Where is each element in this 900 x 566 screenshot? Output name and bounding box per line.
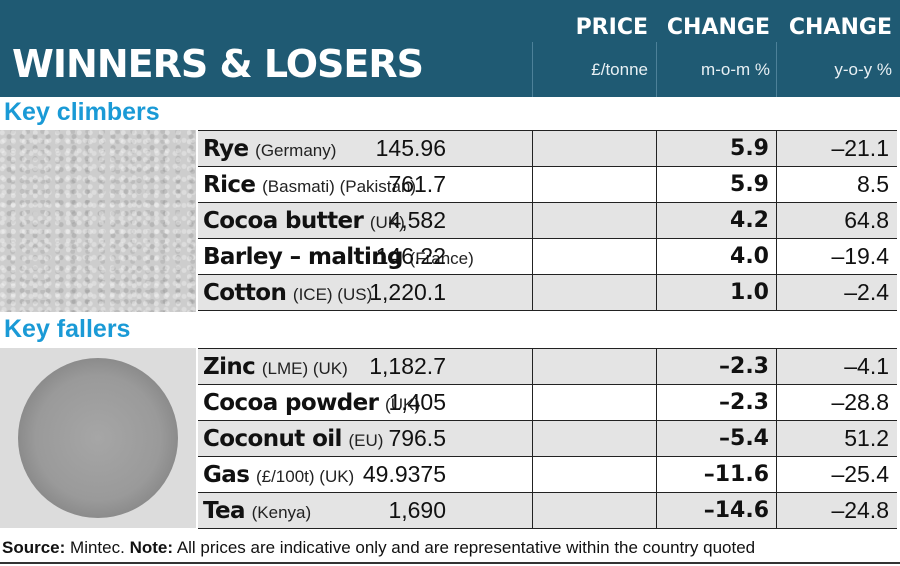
column-unit: y-o-y % <box>834 60 892 79</box>
source-text: Mintec. <box>70 538 125 557</box>
column-title: PRICE <box>575 15 648 40</box>
price-value: 146.22 <box>375 243 446 269</box>
commodity-name: Cocoa powder (UK) <box>203 390 420 416</box>
commodity-name: Cotton (ICE) (US) <box>203 280 373 306</box>
note-text: All prices are indicative only and are r… <box>176 538 756 557</box>
table-header: WINNERS & LOSERS PRICE £/tonne CHANGE m-… <box>0 0 900 97</box>
note-label: Note: <box>129 538 174 557</box>
yoy-change-value: –2.4 <box>844 279 889 305</box>
column-unit: £/tonne <box>591 60 648 79</box>
commodity-name: Gas (£/100t) (UK) <box>203 462 355 488</box>
price-value: 145.96 <box>375 135 446 161</box>
bottom-rule <box>0 562 900 564</box>
yoy-change-value: –25.4 <box>831 461 889 487</box>
yoy-change-value: –4.1 <box>844 353 889 379</box>
price-value: 1,690 <box>388 497 446 523</box>
column-title: CHANGE <box>788 15 892 40</box>
price-value: 1,182.7 <box>369 353 446 379</box>
column-title: CHANGE <box>666 15 770 40</box>
commodity-name: Rye (Germany) <box>203 136 337 162</box>
yoy-change-value: 64.8 <box>844 207 889 233</box>
yoy-change-value: 8.5 <box>857 171 889 197</box>
table-row: Coconut oil (EU) 796.5 –5.4 51.2 <box>198 420 897 457</box>
commodity-name: Barley – malting (France) <box>203 244 474 270</box>
price-value: 796.5 <box>388 425 446 451</box>
mom-change-value: 5.9 <box>730 136 769 161</box>
table-row: Rye (Germany) 145.96 5.9 –21.1 <box>198 130 897 167</box>
mom-change-value: 1.0 <box>730 280 769 305</box>
mom-change-value: –2.3 <box>719 354 769 379</box>
mom-change-value: 4.0 <box>730 244 769 269</box>
mom-change-value: 5.9 <box>730 172 769 197</box>
source-label: Source: <box>2 538 66 557</box>
commodity-name: Coconut oil (EU) <box>203 426 384 452</box>
mom-change-value: –5.4 <box>719 426 769 451</box>
table-row: Gas (£/100t) (UK) 49.9375 –11.6 –25.4 <box>198 456 897 493</box>
commodity-name: Rice (Basmati) (Pakistan) <box>203 172 417 198</box>
column-header-yoy: CHANGE y-o-y % <box>777 0 892 94</box>
yoy-change-value: –21.1 <box>831 135 889 161</box>
price-value: 1,405 <box>388 389 446 415</box>
yoy-change-value: 51.2 <box>844 425 889 451</box>
commodity-name: Cocoa butter (UK) <box>203 208 405 234</box>
column-header-price: PRICE £/tonne <box>528 0 648 94</box>
price-value: 1,220.1 <box>369 279 446 305</box>
section-title-climbers: Key climbers <box>4 98 160 126</box>
yoy-change-value: –28.8 <box>831 389 889 415</box>
column-divider <box>656 42 657 97</box>
table-row: Rice (Basmati) (Pakistan) 761.7 5.9 8.5 <box>198 166 897 203</box>
column-divider <box>532 42 533 97</box>
table-row: Cocoa butter (UK) 4,582 4.2 64.8 <box>198 202 897 239</box>
zinc-dish-icon <box>18 358 178 518</box>
mom-change-value: –2.3 <box>719 390 769 415</box>
table-row: Tea (Kenya) 1,690 –14.6 –24.8 <box>198 492 897 529</box>
commodity-name: Tea (Kenya) <box>203 498 312 524</box>
zinc-powder-dish-photo <box>0 348 196 528</box>
commodity-name: Zinc (LME) (UK) <box>203 354 348 380</box>
mom-change-value: –11.6 <box>703 462 769 487</box>
price-value: 4,582 <box>388 207 446 233</box>
mom-change-value: 4.2 <box>730 208 769 233</box>
column-header-mom: CHANGE m-o-m % <box>655 0 770 94</box>
rye-grain-photo <box>0 130 196 312</box>
yoy-change-value: –19.4 <box>831 243 889 269</box>
price-value: 761.7 <box>388 171 446 197</box>
section-title-fallers: Key fallers <box>4 315 131 343</box>
column-unit: m-o-m % <box>701 60 770 79</box>
yoy-change-value: –24.8 <box>831 497 889 523</box>
page-title: WINNERS & LOSERS <box>12 42 424 86</box>
table-row: Cotton (ICE) (US) 1,220.1 1.0 –2.4 <box>198 274 897 311</box>
table-row: Barley – malting (France) 146.22 4.0 –19… <box>198 238 897 275</box>
mom-change-value: –14.6 <box>703 498 769 523</box>
table-row: Zinc (LME) (UK) 1,182.7 –2.3 –4.1 <box>198 348 897 385</box>
footer-note: Source: Mintec. Note: All prices are ind… <box>2 536 898 560</box>
column-divider <box>776 42 777 97</box>
price-value: 49.9375 <box>362 461 446 487</box>
table-row: Cocoa powder (UK) 1,405 –2.3 –28.8 <box>198 384 897 421</box>
